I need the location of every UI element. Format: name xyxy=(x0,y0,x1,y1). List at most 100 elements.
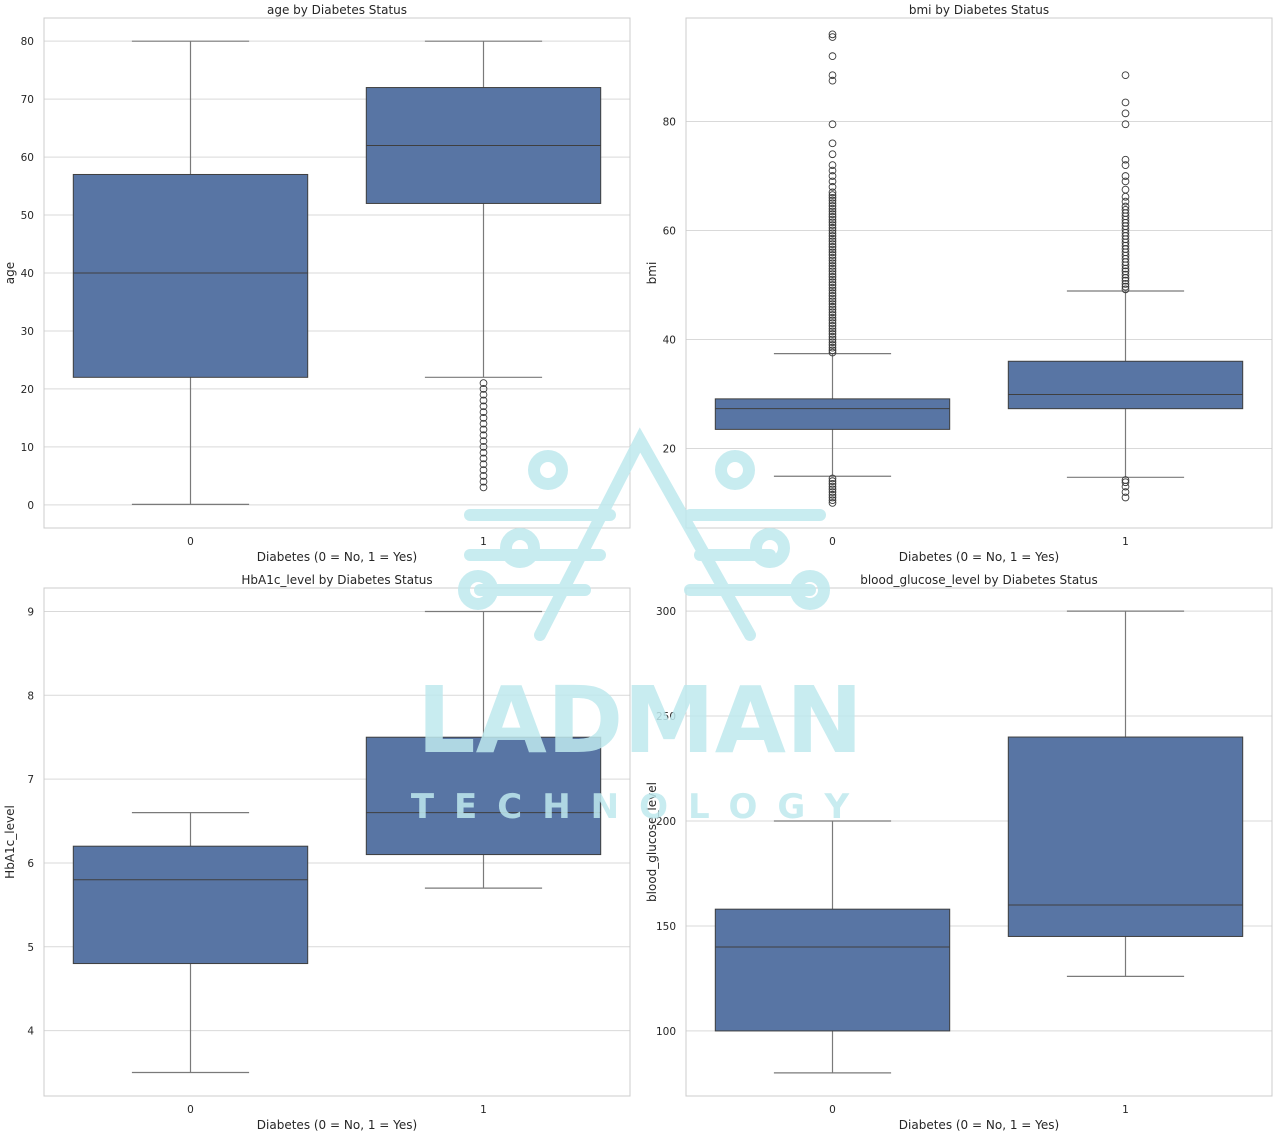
outlier-point xyxy=(479,425,488,434)
outlier-point xyxy=(828,242,837,251)
outlier-point xyxy=(828,335,837,344)
outlier-point xyxy=(828,30,837,39)
x-axis-label: Diabetes (0 = No, 1 = Yes) xyxy=(257,1118,417,1132)
iqr-box xyxy=(365,736,602,856)
y-tick-label: 6 xyxy=(27,858,34,870)
outlier-point xyxy=(1121,177,1130,186)
outlier-point xyxy=(479,471,488,480)
outlier-point xyxy=(479,414,488,422)
outlier-point xyxy=(479,483,488,492)
iqr-box xyxy=(714,398,951,430)
outlier-point xyxy=(828,191,837,199)
outlier-point xyxy=(479,437,488,445)
outlier-point xyxy=(828,281,837,289)
outlier-point xyxy=(479,419,488,428)
outlier-point xyxy=(828,308,837,317)
outlier-point xyxy=(828,229,837,238)
axes-frame xyxy=(685,587,1273,1097)
outlier-point xyxy=(828,264,837,273)
outlier-point xyxy=(828,262,837,270)
outlier-point xyxy=(828,183,837,191)
outlier-point xyxy=(828,294,837,303)
outlier-point xyxy=(828,292,837,300)
outlier-point xyxy=(828,338,837,347)
x-tick-label: 0 xyxy=(829,1104,836,1116)
outlier-point xyxy=(479,448,488,457)
outlier-point xyxy=(1121,197,1130,206)
chart-panel-1: 20 40 60 80 bmi by Diabetes Status Diabetes (… xyxy=(645,3,1273,564)
outlier-point xyxy=(1121,285,1130,294)
x-tick-label: 1 xyxy=(1122,1104,1129,1116)
box-group-1 xyxy=(365,610,602,889)
outlier-point xyxy=(479,466,488,474)
outlier-point xyxy=(828,232,837,240)
outlier-point xyxy=(828,207,837,216)
axes-frame xyxy=(685,17,1273,529)
outlier-point xyxy=(828,319,837,327)
outlier-point xyxy=(828,215,837,224)
outlier-point xyxy=(828,237,837,246)
outlier-point xyxy=(828,474,837,483)
outlier-point xyxy=(1121,478,1130,487)
outlier-point xyxy=(1121,476,1130,484)
axes-frame xyxy=(43,587,631,1097)
outlier-point xyxy=(1121,120,1130,129)
y-tick-label: 20 xyxy=(663,443,676,455)
outlier-point xyxy=(828,278,837,287)
outlier-point xyxy=(828,267,837,276)
outlier-point xyxy=(828,346,837,355)
y-tick-label: 10 xyxy=(21,442,34,454)
outlier-point xyxy=(828,218,837,227)
y-tick-label: 80 xyxy=(663,117,676,129)
x-tick-label: 0 xyxy=(187,1104,194,1116)
chart-title: HbA1c_level by Diabetes Status xyxy=(241,573,432,587)
outlier-point xyxy=(828,76,837,85)
outlier-point xyxy=(828,213,837,221)
y-tick-label: 150 xyxy=(656,921,676,933)
outlier-point xyxy=(479,390,488,399)
box-group-0 xyxy=(72,40,309,505)
y-tick-label: 50 xyxy=(21,210,34,222)
outlier-point xyxy=(828,256,837,265)
chart-panel-3: 100 150 200 250 300 blood_glucose_level by Di… xyxy=(645,573,1273,1132)
outlier-point xyxy=(479,477,488,486)
outlier-point xyxy=(828,496,837,505)
y-axis-label: blood_glucose_level xyxy=(645,782,659,902)
outlier-point xyxy=(828,311,837,319)
outlier-point xyxy=(828,286,837,295)
outlier-point xyxy=(828,139,837,148)
outlier-point xyxy=(1121,493,1130,502)
outlier-point xyxy=(828,248,837,257)
outlier-point xyxy=(828,302,837,311)
outlier-point xyxy=(828,332,837,341)
y-tick-label: 80 xyxy=(21,36,34,48)
outlier-point xyxy=(828,480,837,488)
outlier-point xyxy=(828,172,837,180)
iqr-box xyxy=(1007,736,1244,937)
y-tick-label: 30 xyxy=(21,326,34,338)
y-tick-label: 0 xyxy=(27,500,34,512)
outlier-point xyxy=(828,482,837,491)
outlier-point xyxy=(828,210,837,219)
outlier-point xyxy=(828,177,837,186)
outlier-point xyxy=(1121,280,1130,288)
x-tick-label: 0 xyxy=(829,536,836,548)
outlier-point xyxy=(828,188,837,197)
outlier-point xyxy=(1121,267,1130,276)
outlier-point xyxy=(1121,71,1130,80)
outlier-point xyxy=(828,166,837,175)
outlier-point xyxy=(828,343,837,352)
outlier-point xyxy=(828,490,837,499)
outlier-point xyxy=(828,199,837,208)
outlier-point xyxy=(1121,161,1130,169)
outlier-point xyxy=(828,270,837,278)
iqr-box xyxy=(72,173,309,378)
outlier-point xyxy=(828,499,837,507)
outlier-point xyxy=(828,193,837,202)
outlier-point xyxy=(828,204,837,213)
x-tick-label: 1 xyxy=(1122,536,1129,548)
outlier-point xyxy=(828,234,837,243)
outlier-point xyxy=(828,316,837,325)
